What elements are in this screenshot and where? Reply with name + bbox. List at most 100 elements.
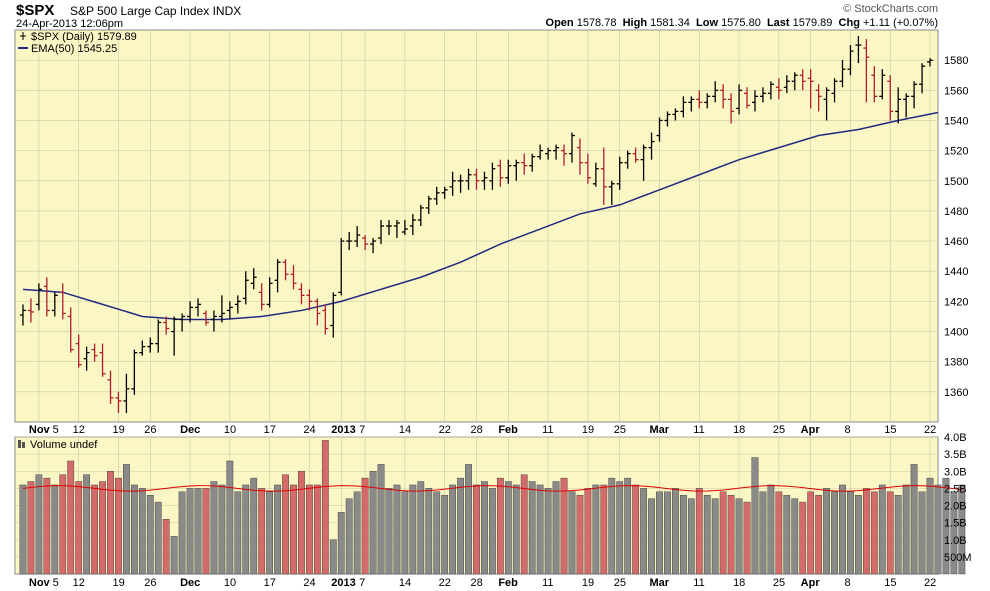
price-date-label: 18 <box>733 424 745 436</box>
ohlc-bar <box>91 343 98 362</box>
volume-bar <box>91 484 98 575</box>
volume-bar <box>409 484 417 575</box>
ohlc-bar <box>187 301 194 323</box>
ohlc-bar <box>584 153 591 184</box>
volume-date-label: 24 <box>303 577 315 589</box>
ohlc-bar <box>783 75 790 94</box>
price-date-label: 8 <box>844 424 850 436</box>
price-date-label: 12 <box>73 424 85 436</box>
ohlc-bar <box>807 69 814 109</box>
volume-date-label: 12 <box>73 577 85 589</box>
index-name: S&P 500 Large Cap Index INDX <box>70 4 241 18</box>
volume-bar <box>751 457 759 575</box>
ohlc-bar <box>640 144 647 181</box>
ohlc-bar <box>354 226 361 248</box>
legend-volume-swatch-1 <box>18 440 21 448</box>
volume-bar <box>67 460 75 575</box>
ohlc-bar <box>322 304 329 335</box>
volume-bar <box>536 484 544 575</box>
date-sublabel: 5 <box>53 424 59 436</box>
volume-date-label: 19 <box>582 577 594 589</box>
volume-bar <box>385 488 393 575</box>
ohlc-bar <box>147 337 154 353</box>
ohlc-bar <box>314 298 321 326</box>
volume-date-label: Feb <box>498 577 518 589</box>
ohlc-bar <box>226 301 233 320</box>
volume-bar <box>910 464 918 575</box>
ohlc-bar <box>35 283 42 311</box>
ohlc-bar <box>234 295 241 314</box>
volume-date-label: Nov 5 <box>29 577 59 589</box>
volume-date-label: 11 <box>693 577 704 589</box>
volume-bar <box>799 501 807 575</box>
ohlc-bar <box>847 45 854 76</box>
price-date-label: 26 <box>144 424 156 436</box>
ohlc-bar <box>815 84 822 112</box>
ohlc-bar <box>409 213 416 236</box>
ohlc-bar <box>362 235 369 251</box>
ohlc-bar <box>680 96 687 118</box>
ohlc-bar <box>298 283 305 305</box>
ohlc-bar <box>250 268 257 290</box>
volume-bar <box>958 484 966 575</box>
open-label: Open <box>545 17 574 29</box>
volume-bar <box>902 484 910 575</box>
volume-bar <box>489 488 496 575</box>
volume-bar <box>250 477 258 575</box>
volume-bar <box>210 481 218 575</box>
price-date-label: 25 <box>614 424 626 436</box>
volume-date-label: 7 <box>359 577 365 589</box>
ohlc-bar <box>521 153 528 175</box>
volume-bar <box>433 491 441 575</box>
volume-bar <box>138 488 146 575</box>
volume-date-label: 17 <box>264 577 276 589</box>
volume-bar <box>656 491 663 575</box>
volume-bar <box>568 491 576 575</box>
volume-average-line <box>22 485 962 492</box>
ohlc-bar <box>195 298 202 317</box>
volume-bar <box>194 488 202 575</box>
ohlc-bar <box>576 138 583 175</box>
ohlc-bar <box>441 186 448 199</box>
price-date-label: 19 <box>112 424 124 436</box>
price-tick-label: 1580 <box>944 55 968 67</box>
ohlc-bar <box>545 147 552 160</box>
volume-bar <box>870 491 878 575</box>
ohlc-bar <box>903 93 910 118</box>
ohlc-bar <box>481 171 488 190</box>
volume-bar <box>783 495 791 575</box>
ohlc-bar <box>513 159 520 181</box>
volume-bar <box>807 491 815 575</box>
volume-bar <box>648 498 655 575</box>
volume-bar <box>687 498 695 575</box>
ohlc-bar <box>919 63 926 94</box>
volume-bar <box>321 440 329 575</box>
ohlc-bar <box>744 87 751 109</box>
ohlc-bar <box>258 283 265 311</box>
volume-bar <box>186 488 194 575</box>
volume-date-label: 18 <box>733 577 745 589</box>
volume-bar <box>298 471 305 575</box>
ohlc-bar <box>895 87 902 124</box>
volume-date-label: 2013 <box>331 577 355 589</box>
volume-bar <box>27 481 35 575</box>
ohlc-bar <box>887 75 894 121</box>
volume-bar <box>926 477 934 575</box>
volume-bar <box>512 484 520 575</box>
ohlc-bar <box>568 132 575 163</box>
quote-summary: Open 1578.78 High 1581.34 Low 1575.80 La… <box>546 17 938 29</box>
volume-bar <box>226 460 234 575</box>
volume-tick-label: 500M <box>944 552 972 564</box>
volume-bar <box>202 488 210 575</box>
volume-tick-label: 2.5B <box>944 483 967 495</box>
volume-tick-label: 1.0B <box>944 535 967 547</box>
volume-bar <box>234 491 242 575</box>
timestamp: 24-Apr-2013 12:06pm <box>16 18 124 30</box>
volume-bar <box>51 484 59 575</box>
ohlc-bar <box>290 265 297 290</box>
price-date-label: Apr <box>801 424 821 436</box>
ohlc-bar <box>863 39 870 103</box>
volume-bar <box>616 481 624 575</box>
price-date-label: 22 <box>924 424 936 436</box>
ohlc-bar <box>139 340 146 356</box>
